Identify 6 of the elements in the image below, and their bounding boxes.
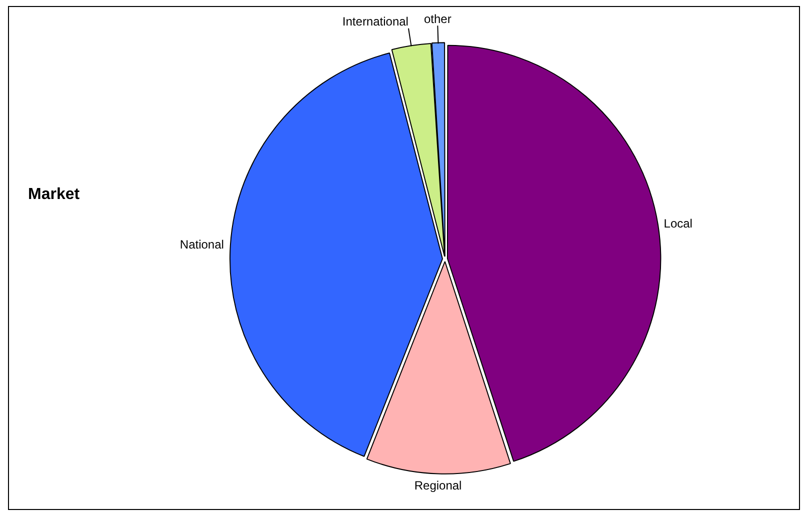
slice-label: International [342,14,408,29]
slice-label: other [424,12,452,26]
text: Market [28,186,80,204]
slice-label: National [180,237,224,252]
slice-label: Local [664,216,692,231]
slice-label: Regional [414,478,462,493]
